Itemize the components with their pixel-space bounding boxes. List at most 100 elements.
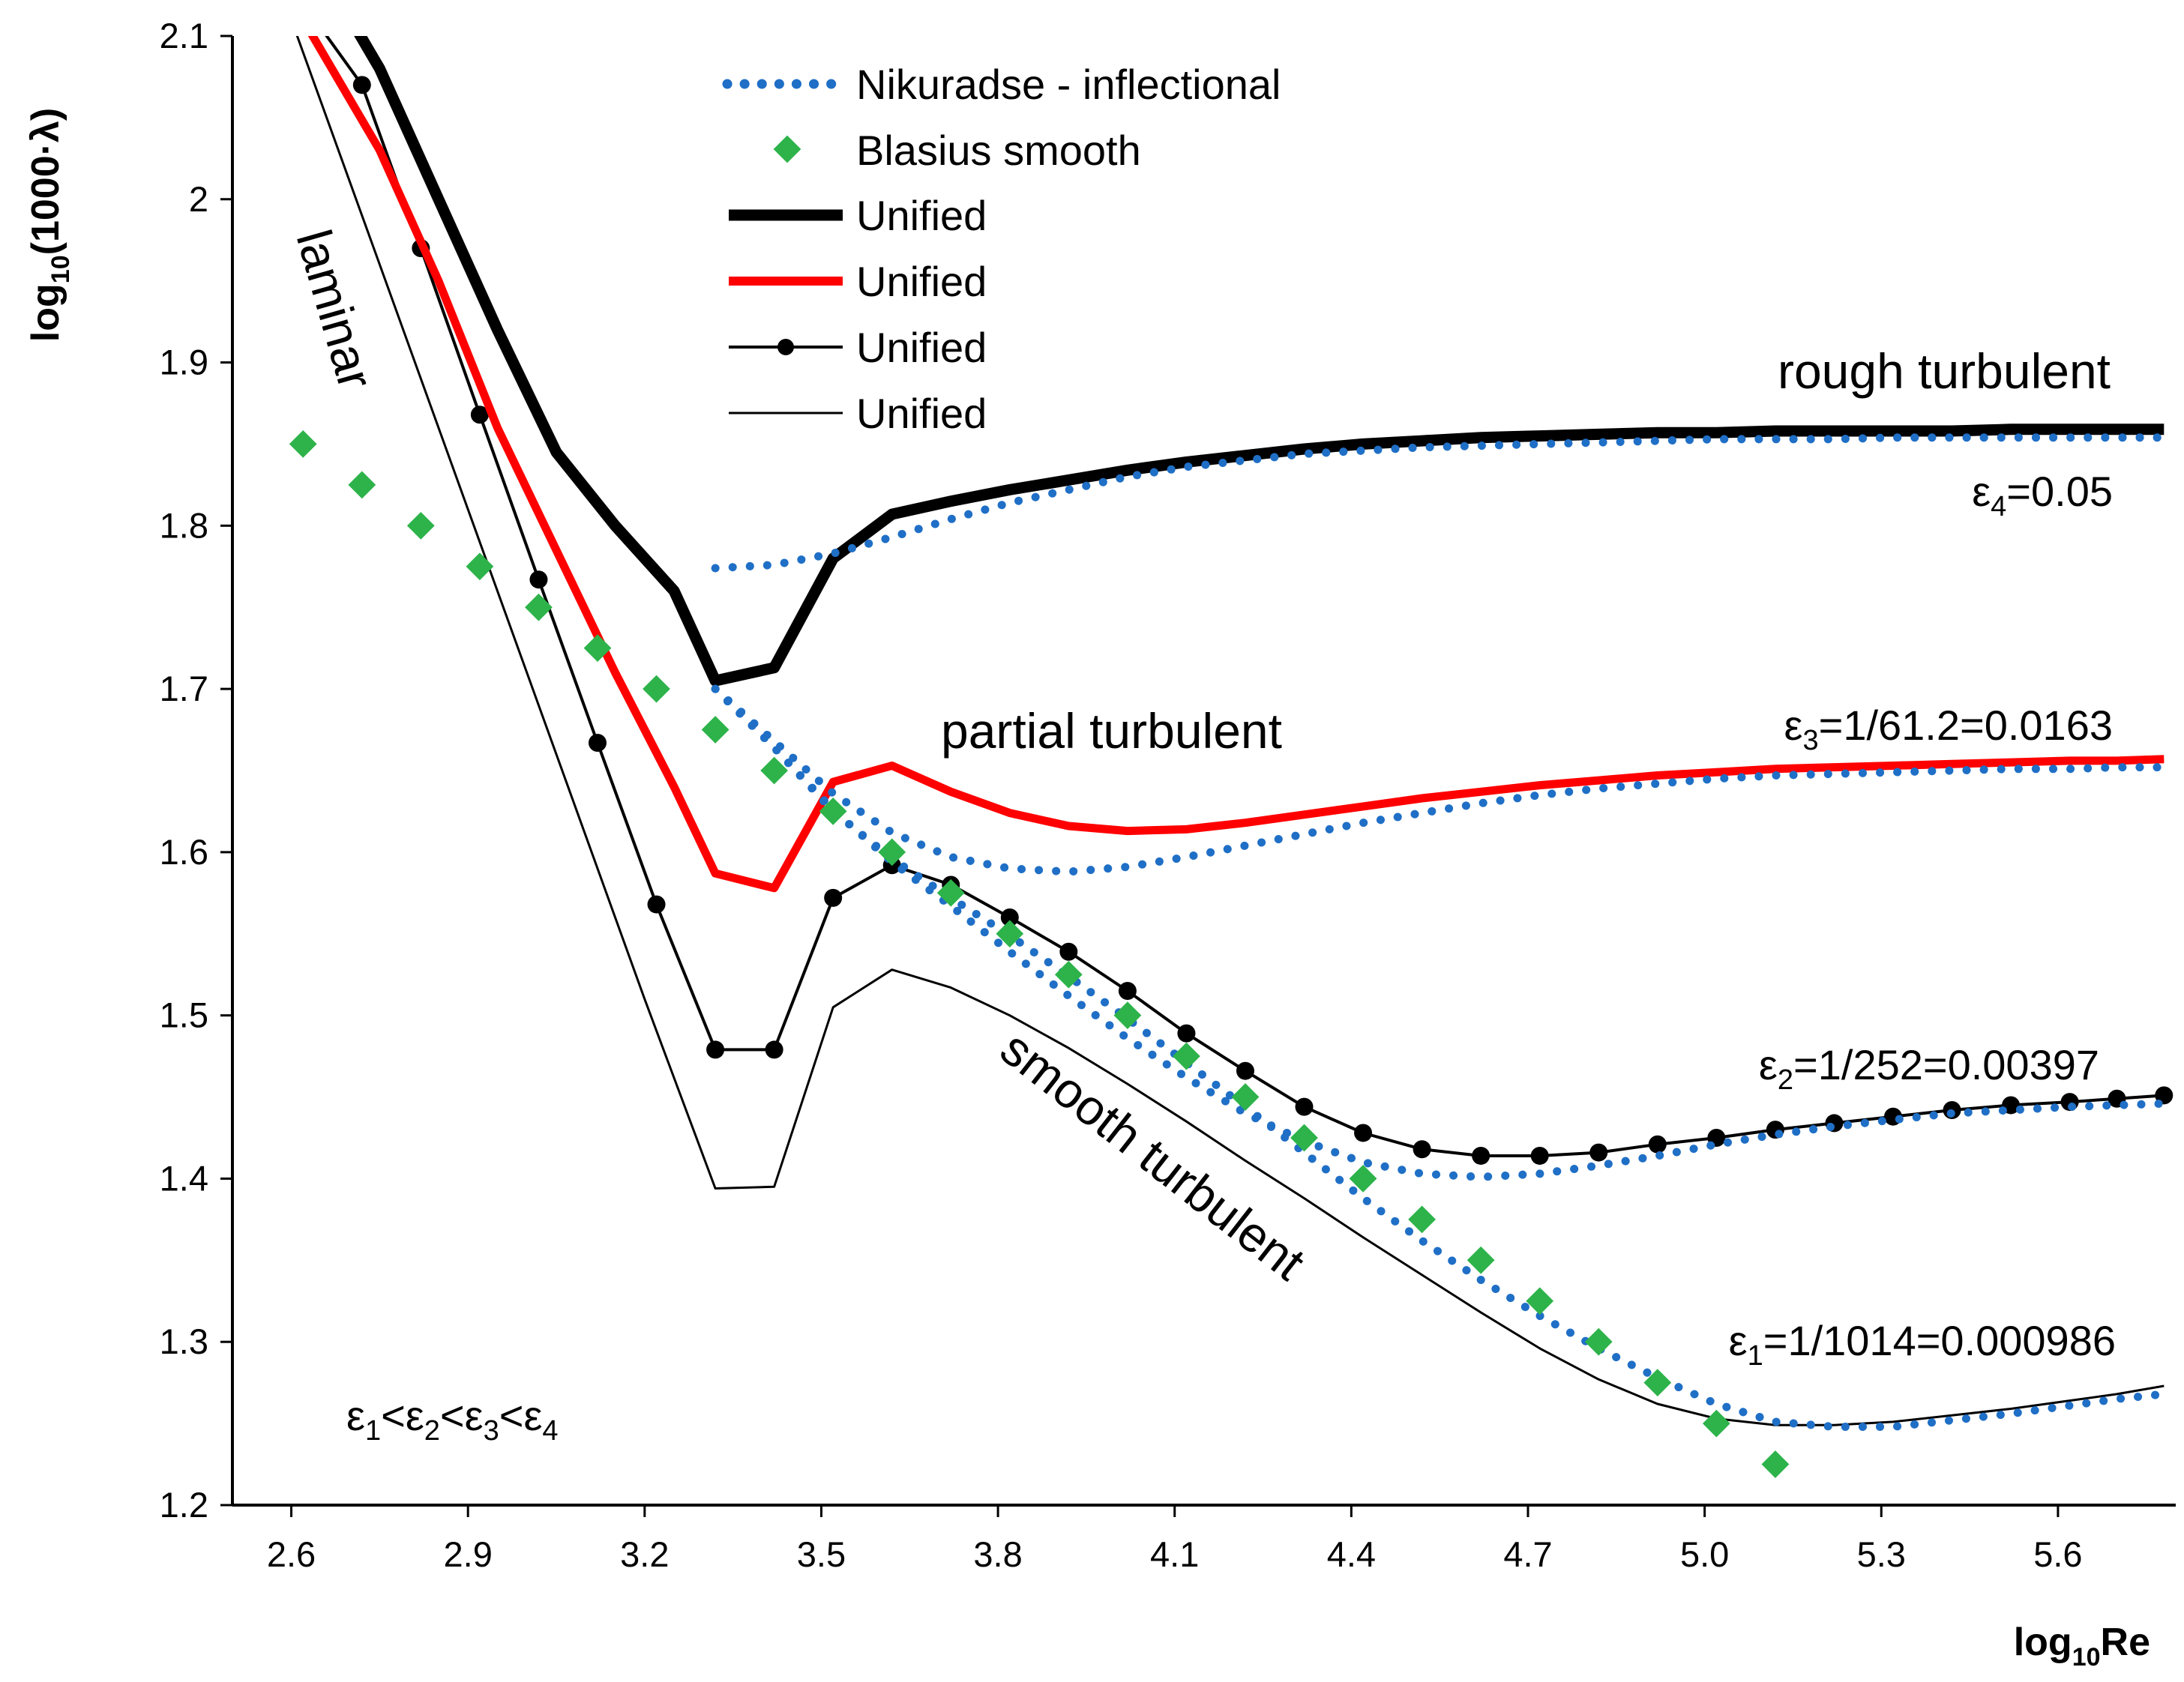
x-axis-title-sub: 10 [2072, 1643, 2101, 1672]
ineq-op-2: < [440, 1392, 465, 1439]
epsilon-label-2: ε2=1/252=0.00397 [1759, 1041, 2099, 1096]
y-tick-label-0: 1.2 [160, 1485, 208, 1525]
y-axis-title-suffix: (1000·λ) [24, 108, 67, 256]
blasius-point-5 [583, 634, 612, 663]
x-tick-label-6: 4.4 [1327, 1534, 1376, 1574]
epsilon-2-value: =1/252=0.00397 [1793, 1041, 2099, 1088]
series-point-u2-22 [1589, 1143, 1608, 1162]
series-point-u2-16 [1236, 1061, 1254, 1080]
y-axis-title: log10(1000·λ) [24, 108, 75, 342]
legend-label-unified-red: Unified [856, 258, 987, 305]
legend-swatch-blasius [773, 135, 801, 163]
series-point-u2-13 [1059, 942, 1078, 961]
blasius-point-9 [819, 798, 847, 825]
epsilon-inequality: ε1<ε2<ε3<ε4 [346, 1392, 559, 1447]
x-tick-label-5: 4.1 [1150, 1534, 1199, 1574]
epsilon-1-sub: 1 [1748, 1340, 1763, 1372]
series-point-u2-23 [1648, 1135, 1667, 1154]
series-point-u2-6 [647, 895, 666, 914]
epsilon-2-sym: ε [1759, 1041, 1778, 1088]
ineq-op-3: < [499, 1392, 524, 1439]
ineq-sub-2: 2 [424, 1415, 440, 1447]
x-tick-label-2: 3.2 [620, 1534, 669, 1574]
blasius-point-12 [996, 920, 1024, 948]
blasius-point-17 [1290, 1124, 1318, 1152]
series-point-u2-17 [1295, 1097, 1314, 1116]
blasius-point-14 [1113, 1001, 1142, 1030]
blasius-point-25 [1761, 1450, 1790, 1478]
series-point-u2-3 [470, 406, 489, 424]
epsilon-4-value: =0.05 [2006, 468, 2113, 515]
ineq-sub-1: 1 [365, 1415, 381, 1447]
legend-label-unified-thick-black: Unified [856, 192, 987, 239]
epsilon-3-value: =1/61.2=0.0163 [1819, 702, 2113, 749]
series-line-n3 [711, 684, 2168, 876]
y-tick-label-9: 2.1 [160, 16, 208, 55]
series-point-u2-19 [1413, 1140, 1431, 1159]
series-line-n2 [711, 684, 2168, 1181]
series-point-u2-21 [1530, 1146, 1549, 1165]
y-tick-label-1: 1.3 [160, 1321, 208, 1361]
annotation-laminar: laminar [286, 223, 385, 394]
epsilon-label-1: ε1=1/1014=0.000986 [1729, 1317, 2116, 1372]
x-tick-label-1: 2.9 [444, 1534, 493, 1574]
legend-label-nikuradse: Nikuradse - inflectional [856, 61, 1281, 108]
blasius-point-16 [1231, 1083, 1260, 1111]
series-point-u2-12 [1000, 908, 1019, 926]
y-tick-label-6: 1.8 [160, 505, 208, 545]
y-axis-title-prefix: log [24, 283, 67, 342]
series-point-u2-18 [1354, 1124, 1373, 1142]
y-tick-label-5: 1.7 [160, 669, 208, 708]
annotation-rough-turbulent: rough turbulent [1778, 343, 2111, 399]
annotation-partial-turbulent: partial turbulent [941, 703, 1282, 759]
y-tick-label-2: 1.4 [160, 1158, 208, 1198]
epsilon-3-sym: ε [1784, 702, 1803, 749]
blasius-point-11 [936, 878, 965, 907]
blasius-point-0 [289, 430, 317, 458]
series-point-u2-1 [352, 76, 371, 94]
blasius-point-4 [525, 593, 553, 621]
y-tick-label-4: 1.6 [160, 832, 208, 872]
ineq-sub-4: 4 [542, 1415, 558, 1447]
series-line-u3 [307, 36, 2165, 893]
blasius-point-6 [643, 675, 670, 703]
x-tick-label-4: 3.8 [973, 1534, 1022, 1574]
blasius-point-20 [1466, 1246, 1495, 1274]
x-axis-title-suffix: Re [2101, 1621, 2150, 1664]
epsilon-3-sub: 3 [1802, 725, 1818, 756]
y-tick-label-3: 1.5 [160, 995, 208, 1035]
series-point-u2-15 [1177, 1024, 1196, 1043]
y-tick-label-8: 2 [189, 179, 208, 219]
blasius-point-1 [348, 471, 376, 499]
series-point-u2-4 [529, 570, 548, 589]
blasius-point-8 [760, 756, 788, 785]
epsilon-label-4: ε4=0.05 [1972, 468, 2113, 522]
legend-label-unified-thin-black: Unified [856, 390, 987, 437]
ineq-sym-4: ε [523, 1392, 542, 1439]
epsilon-label-3: ε3=1/61.2=0.0163 [1784, 702, 2114, 756]
annotation-smooth-turbulent: smooth turbulent [990, 1020, 1315, 1291]
blasius-point-21 [1526, 1287, 1554, 1315]
y-axis-title-sub: 10 [46, 255, 75, 283]
blasius-point-24 [1702, 1409, 1730, 1438]
ineq-sym-2: ε [406, 1392, 424, 1439]
ineq-op-1: < [381, 1392, 406, 1439]
epsilon-1-sym: ε [1729, 1317, 1748, 1364]
series-line-u2 [325, 36, 2165, 1157]
series-point-u2-20 [1472, 1146, 1490, 1165]
legend-label-unified-dotted-black: Unified [856, 324, 987, 371]
x-axis-title-prefix: log [2014, 1621, 2072, 1664]
blasius-point-10 [878, 838, 906, 866]
series-point-u2-0 [294, 0, 312, 12]
axis-ticks: 2.6 2.9 3.2 3.5 3.8 4.1 4.4 4.7 5.0 5.3 5.6 1.2 1.3 1… [160, 16, 2083, 1574]
y-tick-label-7: 1.9 [160, 343, 208, 382]
x-tick-label-10: 5.6 [2033, 1534, 2082, 1574]
blasius-point-22 [1584, 1327, 1613, 1356]
series-line-u4 [354, 36, 2165, 687]
series-line-u1 [295, 36, 2165, 1426]
series-point-u2-9 [824, 888, 843, 907]
epsilon-4-sym: ε [1972, 468, 1991, 515]
x-tick-label-0: 2.6 [267, 1534, 316, 1574]
epsilon-1-value: =1/1014=0.000986 [1763, 1317, 2116, 1364]
